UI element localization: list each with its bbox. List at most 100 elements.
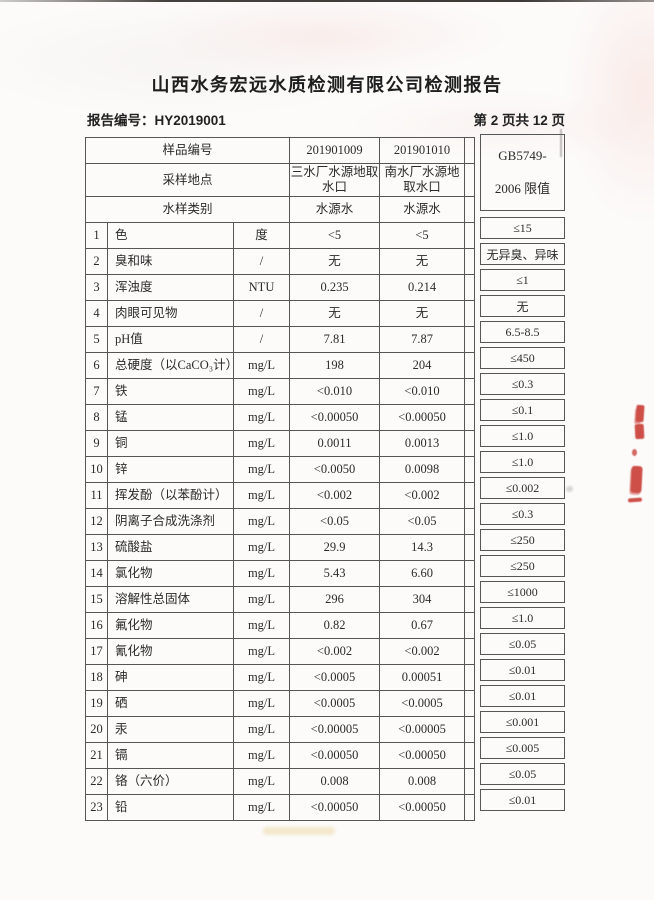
- spacer-cell: [464, 534, 476, 561]
- red-stamp-mark: [632, 449, 637, 456]
- parameter-name: 氰化物: [107, 638, 234, 665]
- limit-value: ≤0.3: [480, 373, 565, 395]
- parameter-name: 挥发酚（以苯酚计）: [107, 482, 234, 509]
- unit: mg/L: [232, 638, 291, 665]
- value-sample-2: 0.0098: [379, 456, 466, 483]
- value-sample-1: 0.008: [289, 768, 381, 795]
- limit-value: ≤1: [480, 269, 565, 291]
- value-sample-1: 7.81: [289, 326, 381, 353]
- value-sample-2: <5: [379, 222, 466, 249]
- spacer-cell: [464, 326, 476, 353]
- spacer-cell: [464, 638, 476, 665]
- row-number: 7: [85, 378, 108, 405]
- value-sample-1: 无: [289, 248, 381, 275]
- report-number-value: HY2019001: [154, 113, 226, 128]
- value-sample-1: <0.00050: [289, 742, 381, 769]
- table-row: 17 氰化物 mg/L <0.002 <0.002: [85, 638, 476, 665]
- unit: mg/L: [232, 716, 291, 743]
- row-number: 12: [85, 508, 108, 535]
- value-sample-1: <0.00005: [289, 716, 381, 743]
- limit-column-header: GB5749- 2006 限值: [480, 134, 565, 211]
- limit-header-line1: GB5749-: [498, 148, 547, 164]
- value-sample-2: <0.05: [379, 508, 466, 535]
- row-number: 5: [85, 326, 108, 353]
- unit: mg/L: [232, 430, 291, 457]
- limit-value: ≤450: [480, 347, 565, 369]
- spacer-cell: [464, 742, 476, 769]
- unit: mg/L: [232, 352, 291, 379]
- table-row: 16 氟化物 mg/L 0.82 0.67: [85, 612, 476, 639]
- value-sample-2: 无: [379, 248, 466, 275]
- table-row: 12 阴离子合成洗涤剂 mg/L <0.05 <0.05: [85, 508, 476, 535]
- parameter-name: 肉眼可见物: [107, 300, 234, 327]
- limit-value: ≤15: [480, 217, 565, 239]
- scan-fleck: [560, 129, 562, 157]
- value-sample-2: 7.87: [379, 326, 466, 353]
- spacer-cell: [464, 430, 476, 457]
- parameter-name: 浑浊度: [107, 274, 234, 301]
- parameter-name: pH值: [107, 326, 234, 353]
- unit: mg/L: [232, 456, 291, 483]
- spacer-cell: [464, 508, 476, 535]
- table-row: 2 臭和味 / 无 无: [85, 248, 476, 275]
- limit-column: GB5749- 2006 限值 ≤15 无异臭、异味 ≤1 无 6.5-8.5 …: [480, 134, 565, 815]
- value-sample-1: 0.235: [289, 274, 381, 301]
- value-sample-2: <0.00005: [379, 716, 466, 743]
- report-number: 报告编号：HY2019001: [87, 109, 226, 129]
- row-number: 15: [85, 586, 108, 613]
- category-2: 水源水: [379, 196, 466, 223]
- limit-value: ≤0.3: [480, 503, 565, 525]
- value-sample-2: 0.00051: [379, 664, 466, 691]
- value-sample-1: <0.0050: [289, 456, 381, 483]
- value-sample-1: 296: [289, 586, 381, 613]
- water-quality-table: 样品编号 201901009 201901010 采样地点 三水厂水源地取水口 …: [84, 137, 476, 821]
- row-number: 17: [85, 638, 108, 665]
- value-sample-2: 14.3: [379, 534, 466, 561]
- row-number: 2: [85, 248, 108, 275]
- table-row: 23 铅 mg/L <0.00050 <0.00050: [85, 794, 476, 821]
- row-number: 21: [85, 742, 108, 769]
- parameter-name: 铬（六价）: [107, 768, 234, 795]
- value-sample-1: 29.9: [289, 534, 381, 561]
- unit: mg/L: [232, 404, 291, 431]
- spacer-cell: [464, 163, 476, 197]
- value-sample-1: <0.05: [289, 508, 381, 535]
- value-sample-2: <0.00050: [379, 742, 466, 769]
- red-stamp-mark: [630, 465, 643, 494]
- value-sample-2: <0.0005: [379, 690, 466, 717]
- location-1: 三水厂水源地取水口: [289, 163, 381, 197]
- red-stamp-mark: [635, 404, 645, 423]
- limit-value: ≤1.0: [480, 451, 565, 473]
- parameter-name: 镉: [107, 742, 234, 769]
- unit: /: [232, 326, 291, 353]
- spacer-cell: [464, 274, 476, 301]
- limit-value: ≤0.005: [480, 737, 565, 759]
- sample-id-label: 样品编号: [84, 137, 291, 164]
- row-number: 22: [85, 768, 108, 795]
- table-row: 5 pH值 / 7.81 7.87: [85, 326, 476, 353]
- row-number: 3: [85, 274, 108, 301]
- parameter-name: 氟化物: [107, 612, 234, 639]
- unit: mg/L: [232, 768, 291, 795]
- value-sample-2: <0.00050: [379, 794, 466, 821]
- spacer-cell: [464, 196, 476, 223]
- row-number: 16: [85, 612, 108, 639]
- limit-value: ≤0.05: [480, 763, 565, 785]
- value-sample-1: 无: [289, 300, 381, 327]
- unit: 度: [232, 222, 291, 249]
- scan-smear: [263, 827, 335, 835]
- row-number: 11: [85, 482, 108, 509]
- row-number: 1: [85, 222, 108, 249]
- limit-value: ≤0.01: [480, 685, 565, 707]
- table-row: 9 铜 mg/L 0.0011 0.0013: [85, 430, 476, 457]
- value-sample-1: <5: [289, 222, 381, 249]
- limit-value: ≤0.001: [480, 711, 565, 733]
- location-label: 采样地点: [84, 163, 291, 197]
- table-row: 6 总硬度（以CaCO₃计） mg/L 198 204: [85, 352, 476, 379]
- value-sample-2: 0.008: [379, 768, 466, 795]
- row-number: 8: [85, 404, 108, 431]
- spacer-cell: [464, 612, 476, 639]
- value-sample-2: 0.67: [379, 612, 466, 639]
- row-number: 9: [85, 430, 108, 457]
- spacer-cell: [464, 248, 476, 275]
